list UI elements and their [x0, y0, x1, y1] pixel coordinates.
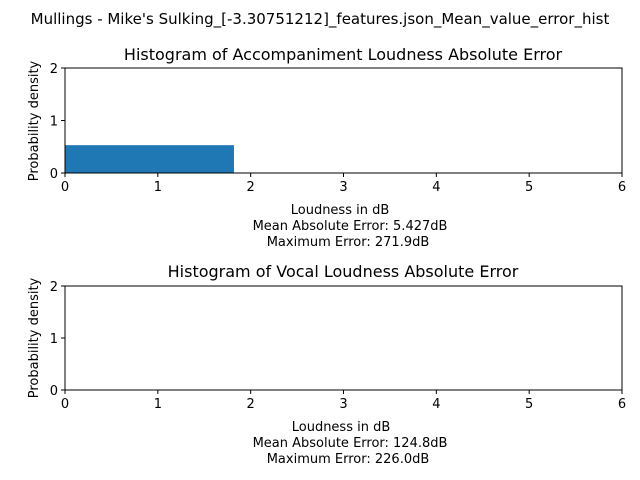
x-tick-label: 4 — [432, 180, 440, 195]
x-tick-label: 0 — [61, 397, 69, 412]
axes-frame — [64, 285, 623, 391]
vocal-histogram: Histogram of Vocal Loudness Absolute Err… — [27, 262, 626, 467]
histogram-bar — [65, 145, 234, 173]
figure-suptitle: Mullings - Mike's Sulking_[-3.30751212]_… — [31, 10, 610, 29]
x-tick-label: 0 — [61, 180, 69, 195]
maximum-error-label: Maximum Error: 271.9dB — [267, 235, 430, 250]
x-tick-label: 1 — [154, 397, 162, 412]
mean-absolute-error-label: Mean Absolute Error: 5.427dB — [253, 219, 448, 234]
x-tick-label: 6 — [618, 397, 626, 412]
x-axis-ticks: 0 1 2 3 4 5 6 — [61, 390, 626, 412]
mean-absolute-error-label: Mean Absolute Error: 124.8dB — [253, 436, 448, 451]
y-tick-label: 1 — [50, 332, 58, 347]
chart-title: Histogram of Accompaniment Loudness Abso… — [124, 45, 563, 64]
y-axis-ticks: 0 1 2 — [50, 62, 65, 182]
x-tick-label: 6 — [618, 180, 626, 195]
y-tick-label: 1 — [50, 115, 58, 130]
y-tick-label: 0 — [50, 384, 58, 399]
histogram-bars — [65, 145, 234, 173]
x-tick-label: 4 — [432, 397, 440, 412]
x-tick-label: 3 — [339, 397, 347, 412]
x-axis-label: Loudness in dB — [291, 203, 390, 218]
chart-title: Histogram of Vocal Loudness Absolute Err… — [168, 262, 519, 281]
x-axis-label: Loudness in dB — [292, 420, 391, 435]
y-axis-label: Probability density — [27, 277, 42, 398]
x-axis-ticks: 0 1 2 3 4 5 6 — [61, 173, 626, 195]
y-axis-ticks: 0 1 2 — [50, 280, 65, 399]
x-tick-label: 1 — [154, 180, 162, 195]
accompaniment-histogram: Histogram of Accompaniment Loudness Abso… — [27, 45, 626, 250]
x-tick-label: 5 — [525, 397, 533, 412]
y-tick-label: 2 — [50, 62, 58, 77]
x-tick-label: 2 — [247, 397, 255, 412]
x-tick-label: 2 — [247, 180, 255, 195]
y-tick-label: 0 — [50, 167, 58, 182]
x-tick-label: 3 — [339, 180, 347, 195]
maximum-error-label: Maximum Error: 226.0dB — [267, 452, 430, 467]
x-tick-label: 5 — [525, 180, 533, 195]
axes-frame — [64, 67, 623, 174]
y-axis-label: Probability density — [27, 60, 42, 181]
y-tick-label: 2 — [50, 280, 58, 295]
